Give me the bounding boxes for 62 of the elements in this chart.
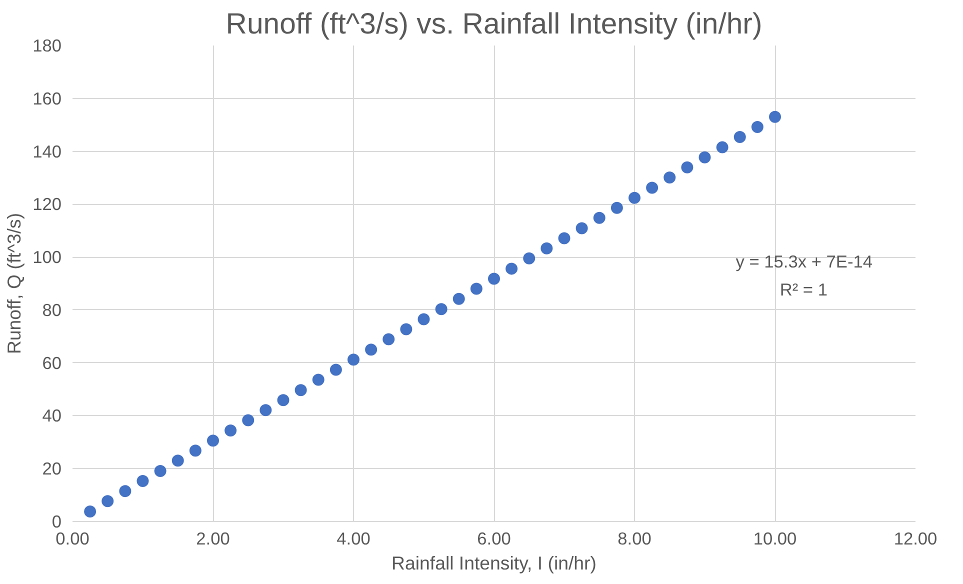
point <box>102 495 114 508</box>
y-tick-label: 140 <box>32 141 62 162</box>
y-tick-label: 180 <box>32 36 62 56</box>
point <box>488 272 500 285</box>
point <box>435 303 448 316</box>
point <box>207 434 219 447</box>
point <box>136 475 149 488</box>
x-tick-label: 2.00 <box>196 528 230 548</box>
point <box>646 182 658 194</box>
annotation: y = 15.3x + 7E-14 <box>736 252 873 272</box>
point <box>751 120 764 133</box>
point <box>506 262 518 275</box>
point <box>224 424 237 437</box>
x-tick-label: 12.00 <box>894 528 938 548</box>
y-tick-label: 20 <box>42 458 62 479</box>
point <box>470 282 482 295</box>
y-tick-label: 160 <box>32 88 62 108</box>
point <box>189 444 202 457</box>
y-tick-label: 80 <box>42 300 62 320</box>
point <box>312 374 324 386</box>
point <box>119 485 132 498</box>
point <box>698 151 711 164</box>
point <box>400 323 412 336</box>
point <box>348 354 360 366</box>
point <box>418 313 430 326</box>
point <box>172 454 184 467</box>
y-axis-title: Runoff, Q (ft^3/s) <box>4 212 25 354</box>
x-tick-label: 8.00 <box>618 528 652 548</box>
chart-title: Runoff (ft^3/s) vs. Rainfall Intensity (in/hr) <box>226 8 762 40</box>
point <box>294 384 307 396</box>
point <box>576 222 588 234</box>
x-tick-label: 4.00 <box>336 528 370 548</box>
point <box>242 414 254 426</box>
x-tick-label: 10.00 <box>753 528 797 548</box>
x-tick-label: 6.00 <box>477 528 511 548</box>
point <box>452 292 465 305</box>
point <box>382 333 395 346</box>
point <box>769 110 781 123</box>
y-tick-label: 100 <box>32 247 62 268</box>
point <box>84 505 96 518</box>
y-tick-label: 0 <box>52 512 62 532</box>
y-tick-label: 40 <box>42 406 62 426</box>
point <box>681 161 694 174</box>
point <box>716 141 728 154</box>
x-tick-label: 0.00 <box>56 528 90 548</box>
point <box>734 131 746 143</box>
point <box>610 202 623 214</box>
point <box>664 171 676 184</box>
x-axis-title: Rainfall Intensity, I (in/hr) <box>392 552 596 574</box>
point <box>628 192 640 204</box>
point <box>260 404 272 416</box>
point <box>593 212 606 224</box>
point <box>558 232 570 244</box>
point <box>277 394 290 406</box>
point <box>365 344 378 356</box>
y-tick-label: 60 <box>42 352 62 373</box>
point <box>154 465 166 477</box>
y-tick-label: 120 <box>32 194 62 214</box>
point <box>523 252 536 264</box>
point <box>330 364 342 376</box>
point <box>540 242 553 254</box>
annotation: R² = 1 <box>780 280 828 300</box>
